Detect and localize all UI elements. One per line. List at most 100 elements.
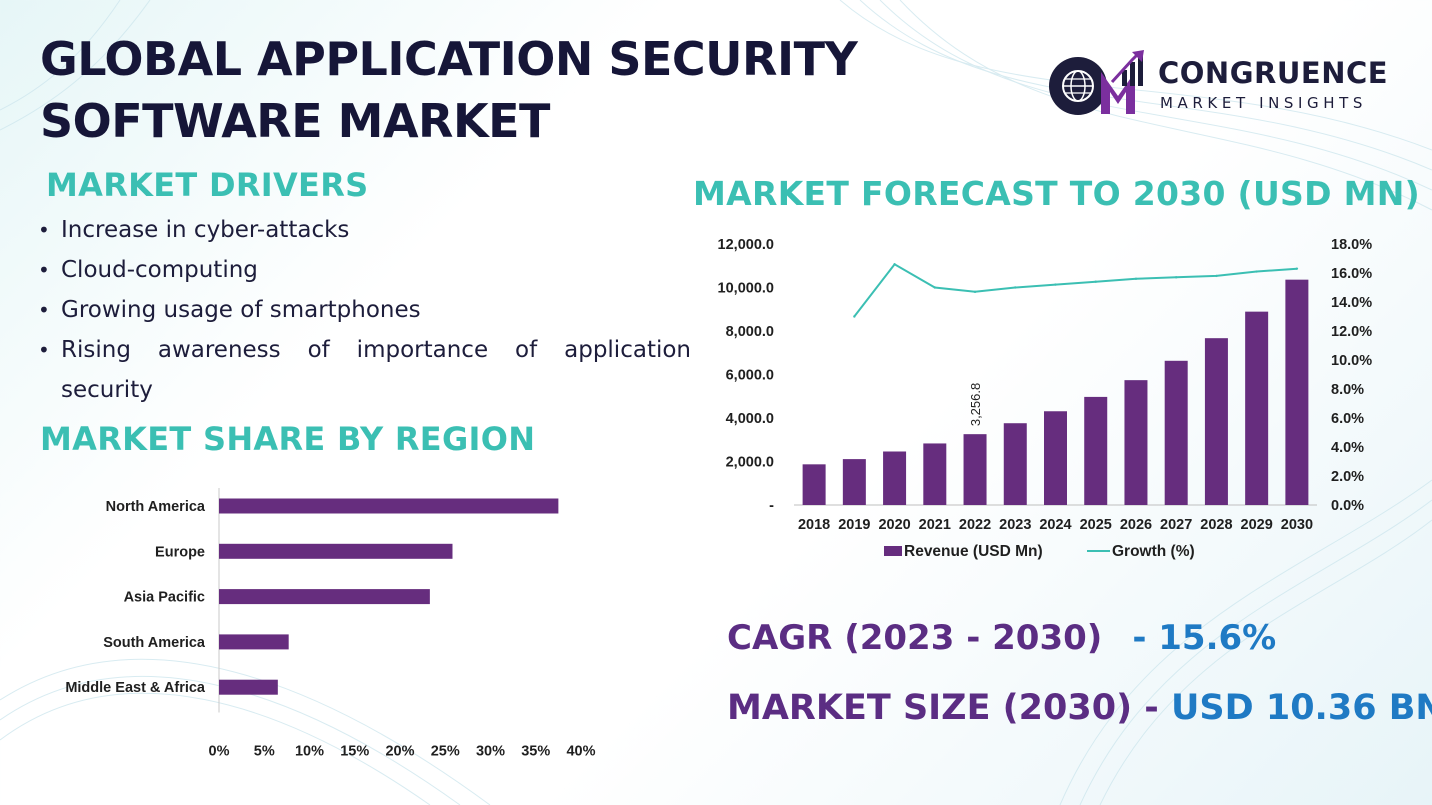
forecast-revenue-bar (1245, 311, 1269, 505)
driver-item: Increase in cyber-attacks (36, 210, 691, 250)
forecast-growth-point (1054, 283, 1057, 286)
brand-name: CONGRUENCE (1158, 56, 1389, 90)
forecast-revenue-bar (1204, 338, 1228, 505)
region-bar (219, 634, 289, 650)
forecast-right-tick-label: 14.0% (1331, 295, 1372, 311)
market-size-label: MARKET SIZE (2030) - (727, 688, 1159, 728)
region-category-label: Middle East & Africa (65, 680, 206, 696)
forecast-revenue-bar (1124, 380, 1148, 505)
market-size-value: USD 10.36 BN (1170, 688, 1432, 728)
forecast-x-tick-label: 2021 (919, 517, 951, 533)
forecast-revenue-bar (923, 443, 947, 505)
forecast-x-tick-label: 2019 (838, 517, 870, 533)
forecast-growth-point (1134, 277, 1138, 280)
forecast-right-tick-label: 0.0% (1331, 498, 1364, 514)
region-bar (219, 543, 453, 559)
forecast-x-tick-label: 2028 (1200, 517, 1232, 533)
forecast-x-tick-label: 2030 (1281, 517, 1313, 533)
forecast-x-tick-label: 2022 (959, 517, 991, 533)
region-x-tick-label: 15% (340, 744, 369, 760)
driver-item: Rising awareness of importance of applic… (36, 330, 691, 410)
forecast-right-tick-label: 6.0% (1331, 411, 1364, 427)
forecast-right-tick-label: 16.0% (1331, 266, 1372, 282)
legend-revenue-swatch (884, 546, 902, 556)
region-x-tick-label: 40% (566, 744, 595, 760)
forecast-left-tick-label: 10,000.0 (718, 281, 774, 297)
forecast-x-tick-label: 2029 (1241, 517, 1273, 533)
market-size-stat: MARKET SIZE (2030) - USD 10.36 BN (727, 688, 1432, 728)
market-drivers-heading: MARKET DRIVERS (46, 166, 369, 204)
legend-growth-label: Growth (%) (1112, 543, 1195, 560)
region-x-tick-label: 30% (476, 744, 505, 760)
region-x-tick-label: 0% (209, 744, 230, 760)
forecast-growth-point (893, 263, 896, 266)
region-x-tick-label: 5% (254, 744, 275, 760)
region-x-tick-label: 20% (385, 744, 414, 760)
forecast-growth-point (1295, 267, 1299, 270)
forecast-right-tick-label: 4.0% (1331, 440, 1364, 456)
forecast-left-tick-label: 6,000.0 (726, 368, 774, 384)
region-category-label: Europe (155, 544, 205, 560)
page-title-line-1: GLOBAL APPLICATION SECURITY (40, 32, 858, 86)
legend-revenue-label: Revenue (USD Mn) (904, 543, 1043, 560)
forecast-left-tick-label: 4,000.0 (726, 411, 774, 427)
driver-item: Growing usage of smartphones (36, 290, 691, 330)
cagr-value: - 15.6% (1132, 618, 1277, 658)
forecast-revenue-bar (963, 434, 987, 505)
forecast-growth-point (973, 290, 977, 294)
forecast-right-tick-label: 2.0% (1331, 469, 1364, 485)
region-bar (219, 679, 278, 695)
forecast-x-tick-label: 2027 (1160, 517, 1192, 533)
region-category-label: North America (106, 499, 206, 515)
forecast-left-tick-label: - (769, 498, 774, 514)
forecast-x-tick-label: 2024 (1039, 517, 1071, 533)
page-title: GLOBAL APPLICATION SECURITY SOFTWARE MAR… (40, 28, 858, 152)
forecast-revenue-bar (1044, 411, 1067, 505)
region-bar (219, 498, 559, 514)
brand-logo-mark-icon (1049, 50, 1144, 115)
forecast-x-tick-label: 2026 (1120, 517, 1152, 533)
region-share-chart: North America Europe Asia Pacific South Ame… (65, 488, 596, 760)
forecast-data-label: 3,256.8 (968, 383, 983, 426)
page-title-line-2: SOFTWARE MARKET (40, 94, 550, 148)
forecast-heading: MARKET FORECAST TO 2030 (USD MN) (693, 174, 1421, 213)
forecast-x-tick-label: 2025 (1080, 517, 1112, 533)
forecast-right-tick-label: 18.0% (1331, 237, 1372, 253)
brand-logo: CONGRUENCE MARKET INSIGHTS (1046, 50, 1396, 120)
region-category-label: Asia Pacific (124, 590, 205, 606)
forecast-revenue-bar (1285, 279, 1309, 505)
market-drivers-list: Increase in cyber-attacks Cloud-computin… (36, 210, 691, 410)
forecast-growth-point (933, 286, 937, 289)
region-category-label: South America (103, 635, 206, 651)
forecast-growth-line (853, 262, 1297, 318)
forecast-growth-point (1014, 286, 1017, 289)
forecast-revenue-bar (842, 459, 866, 505)
region-x-tick-label: 10% (295, 744, 324, 760)
region-x-tick-label: 35% (521, 744, 550, 760)
forecast-revenue-bar (802, 464, 826, 505)
forecast-left-tick-label: 12,000.0 (718, 237, 774, 253)
forecast-x-tick-label: 2020 (878, 517, 910, 533)
forecast-left-tick-label: 8,000.0 (726, 324, 774, 340)
cagr-label: CAGR (2023 - 2030) (727, 618, 1103, 658)
forecast-x-tick-label: 2023 (999, 517, 1031, 533)
driver-item: Cloud-computing (36, 250, 691, 290)
forecast-growth-point (1174, 276, 1178, 279)
forecast-chart: - 2,000.0 4,000.0 6,000.0 8,000.0 10,000.0 12,… (718, 237, 1373, 560)
region-bar (219, 589, 430, 605)
forecast-right-tick-label: 12.0% (1331, 324, 1372, 340)
forecast-growth-point (1094, 280, 1097, 283)
forecast-right-tick-label: 8.0% (1331, 382, 1364, 398)
forecast-revenue-bar (1003, 423, 1027, 505)
forecast-growth-point (853, 315, 856, 318)
forecast-revenue-bar (1084, 396, 1108, 505)
forecast-x-tick-label: 2018 (798, 517, 830, 533)
forecast-revenue-bar (1164, 360, 1188, 505)
forecast-growth-point (1215, 274, 1218, 278)
forecast-revenue-bar (883, 451, 907, 505)
forecast-right-tick-label: 10.0% (1331, 353, 1372, 369)
region-share-heading: MARKET SHARE BY REGION (40, 420, 536, 458)
forecast-growth-point (1255, 270, 1258, 273)
brand-tagline: MARKET INSIGHTS (1160, 94, 1368, 112)
forecast-left-tick-label: 2,000.0 (726, 455, 774, 471)
